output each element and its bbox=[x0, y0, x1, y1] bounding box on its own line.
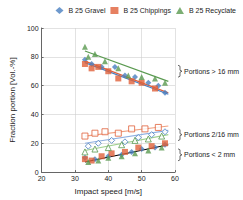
svg-text:Impact speed [m/s]: Impact speed [m/s] bbox=[74, 187, 142, 196]
svg-text:80: 80 bbox=[31, 53, 39, 60]
svg-text:Fraction portion [Vol.-%]: Fraction portion [Vol.-%] bbox=[8, 57, 17, 142]
svg-text:30: 30 bbox=[71, 175, 79, 182]
svg-text:40: 40 bbox=[31, 111, 39, 118]
svg-text:B 25 Recyclate: B 25 Recyclate bbox=[189, 7, 236, 15]
svg-text:Portions < 2 mm: Portions < 2 mm bbox=[184, 151, 235, 158]
svg-text:60: 60 bbox=[31, 82, 39, 89]
svg-text:20: 20 bbox=[38, 175, 46, 182]
svg-text:0: 0 bbox=[34, 168, 39, 176]
svg-text:Portions 2/16 mm: Portions 2/16 mm bbox=[184, 131, 239, 138]
svg-text:60: 60 bbox=[171, 175, 179, 182]
svg-text:40: 40 bbox=[104, 175, 112, 182]
svg-text:Portions > 16 mm: Portions > 16 mm bbox=[184, 68, 239, 75]
svg-text:50: 50 bbox=[138, 175, 146, 182]
svg-text:B 25 Chippings: B 25 Chippings bbox=[123, 7, 171, 15]
svg-text:100: 100 bbox=[27, 25, 39, 32]
svg-text:B 25 Gravel: B 25 Gravel bbox=[68, 7, 105, 14]
svg-text:20: 20 bbox=[31, 140, 39, 147]
